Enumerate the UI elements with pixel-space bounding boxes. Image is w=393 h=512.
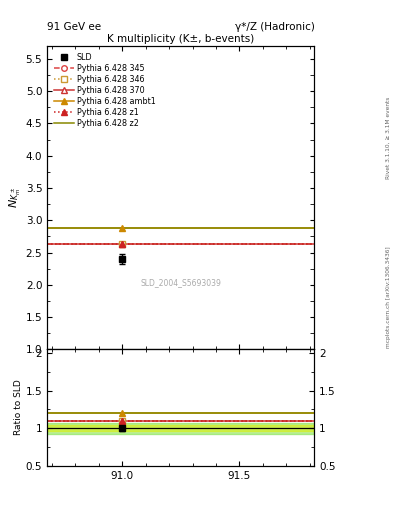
Y-axis label: $N_{K^\pm_m}$: $N_{K^\pm_m}$ xyxy=(7,187,23,208)
Text: Rivet 3.1.10, ≥ 3.1M events: Rivet 3.1.10, ≥ 3.1M events xyxy=(386,97,391,179)
Legend: SLD, Pythia 6.428 345, Pythia 6.428 346, Pythia 6.428 370, Pythia 6.428 ambt1, P: SLD, Pythia 6.428 345, Pythia 6.428 346,… xyxy=(51,50,158,130)
Text: mcplots.cern.ch [arXiv:1306.3436]: mcplots.cern.ch [arXiv:1306.3436] xyxy=(386,246,391,348)
Text: γ*/Z (Hadronic): γ*/Z (Hadronic) xyxy=(235,23,314,32)
Y-axis label: Ratio to SLD: Ratio to SLD xyxy=(14,380,23,436)
Text: SLD_2004_S5693039: SLD_2004_S5693039 xyxy=(140,278,221,287)
Text: 91 GeV ee: 91 GeV ee xyxy=(47,23,101,32)
Title: K multiplicity (K±, b-events): K multiplicity (K±, b-events) xyxy=(107,34,254,44)
Bar xyxy=(47,423,314,434)
Bar xyxy=(47,425,314,431)
